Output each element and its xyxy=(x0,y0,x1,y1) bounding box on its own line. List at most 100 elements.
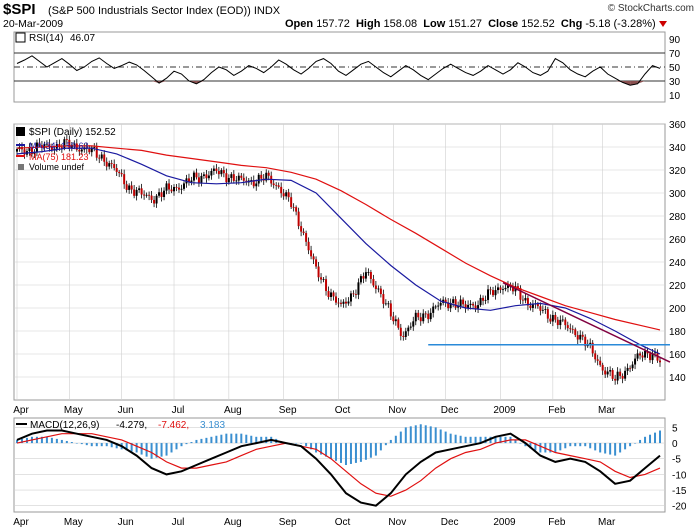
rsi-legend-swatch xyxy=(15,32,26,43)
macd-hist-bar xyxy=(434,427,437,444)
price-candle xyxy=(125,184,128,190)
price-candle xyxy=(135,189,138,196)
macd-panel: 5 0 -5 -10 -15 -20 Apr May Jun Jul Aug Sep Oct Nov De… xyxy=(13,417,687,528)
macd-hist-bar xyxy=(220,434,223,444)
price-candle xyxy=(347,301,350,304)
price-candle xyxy=(215,168,218,171)
macd-hist-bar xyxy=(519,443,522,444)
price-candle xyxy=(474,305,477,309)
price-candle xyxy=(105,161,108,167)
macd-hist-bar xyxy=(394,435,397,444)
price-candle xyxy=(207,175,210,179)
down-triangle-icon xyxy=(658,21,667,28)
price-candle xyxy=(100,154,103,159)
price-candle xyxy=(399,327,402,337)
price-candle xyxy=(536,303,539,307)
price-candle xyxy=(252,180,255,187)
macd-hist-bar xyxy=(409,426,412,444)
price-candle xyxy=(611,370,614,379)
price-candle xyxy=(63,139,66,149)
macd-hist-bar xyxy=(205,437,208,444)
price-y-tick-label: 360 xyxy=(669,120,686,131)
price-candle xyxy=(364,272,367,279)
macd-hist-bar xyxy=(339,443,342,463)
macd-hist-bar xyxy=(160,443,163,457)
price-candle xyxy=(374,285,377,289)
high-value: 158.08 xyxy=(383,18,418,30)
price-candle xyxy=(260,174,263,179)
price-candle xyxy=(551,314,554,322)
price-candle xyxy=(427,313,430,320)
price-candle xyxy=(584,336,587,347)
price-candle xyxy=(454,299,457,308)
macd-hist-bar xyxy=(464,436,467,444)
macd-hist-bar xyxy=(359,443,362,462)
macd-hist-bar xyxy=(599,443,602,453)
price-candle xyxy=(571,329,574,330)
price-candle xyxy=(285,192,288,197)
ma75-line xyxy=(16,145,661,331)
price-candle xyxy=(619,371,622,376)
macd-x-tick-label: Nov xyxy=(388,517,406,528)
macd-hist-bar xyxy=(95,443,98,447)
price-candle xyxy=(168,183,171,190)
price-candle xyxy=(138,188,141,190)
macd-hist-bar xyxy=(474,436,477,444)
macd-hist-bar xyxy=(45,436,48,444)
macd-y-tick-label: -5 xyxy=(672,455,681,466)
price-x-tick-label: Dec xyxy=(441,405,459,416)
price-candle xyxy=(394,319,397,322)
macd-line xyxy=(16,429,661,507)
price-candle xyxy=(499,287,502,290)
price-candle xyxy=(16,149,18,152)
price-candle xyxy=(317,266,320,278)
price-candle xyxy=(330,292,333,297)
price-candle xyxy=(389,303,392,317)
price-y-tick-label: 220 xyxy=(669,281,686,292)
price-candle xyxy=(489,289,492,291)
price-candle xyxy=(634,358,637,365)
price-candle xyxy=(564,319,567,326)
macd-hist-bar xyxy=(449,433,452,444)
price-candle xyxy=(609,370,612,372)
legend-price-swatch xyxy=(16,127,25,136)
price-candle xyxy=(197,177,200,183)
price-candle xyxy=(103,154,106,162)
price-candle xyxy=(487,289,490,300)
price-candle xyxy=(561,319,564,321)
price-x-tick-label: Sep xyxy=(279,405,297,416)
price-candle xyxy=(519,287,522,300)
price-candle xyxy=(242,177,245,181)
price-candle xyxy=(220,170,223,175)
macd-hist-bar xyxy=(564,443,567,449)
price-candle xyxy=(462,299,465,305)
price-candle xyxy=(417,312,420,318)
rsi-y-tick-label: 50 xyxy=(669,63,681,74)
price-candle xyxy=(387,303,390,305)
macd-hist-bar xyxy=(419,424,422,444)
price-candle xyxy=(192,172,195,181)
macd-hist-bar xyxy=(384,443,387,446)
macd-hist-bar xyxy=(100,443,103,447)
macd-hist-bar xyxy=(55,438,58,444)
macd-hist-bar xyxy=(325,443,328,457)
price-candle xyxy=(354,294,357,295)
price-candle xyxy=(362,276,365,279)
symbol: $SPI xyxy=(3,1,36,18)
macd-hist-bar xyxy=(245,434,248,444)
price-candle xyxy=(457,306,460,308)
price-candle xyxy=(110,163,113,165)
price-candle xyxy=(511,286,514,292)
rsi-y-tick-label: 70 xyxy=(669,49,681,60)
macd-hist-bar xyxy=(649,434,652,444)
price-candle xyxy=(90,147,93,153)
price-candle xyxy=(531,304,534,308)
price-candle xyxy=(566,325,569,329)
price-candle xyxy=(644,350,647,358)
open-value: 157.72 xyxy=(316,18,350,30)
price-candle xyxy=(277,185,280,187)
price-candle xyxy=(516,286,519,288)
price-candle xyxy=(377,288,380,290)
macd-hist-bar xyxy=(310,443,313,450)
trend-line xyxy=(502,282,671,363)
